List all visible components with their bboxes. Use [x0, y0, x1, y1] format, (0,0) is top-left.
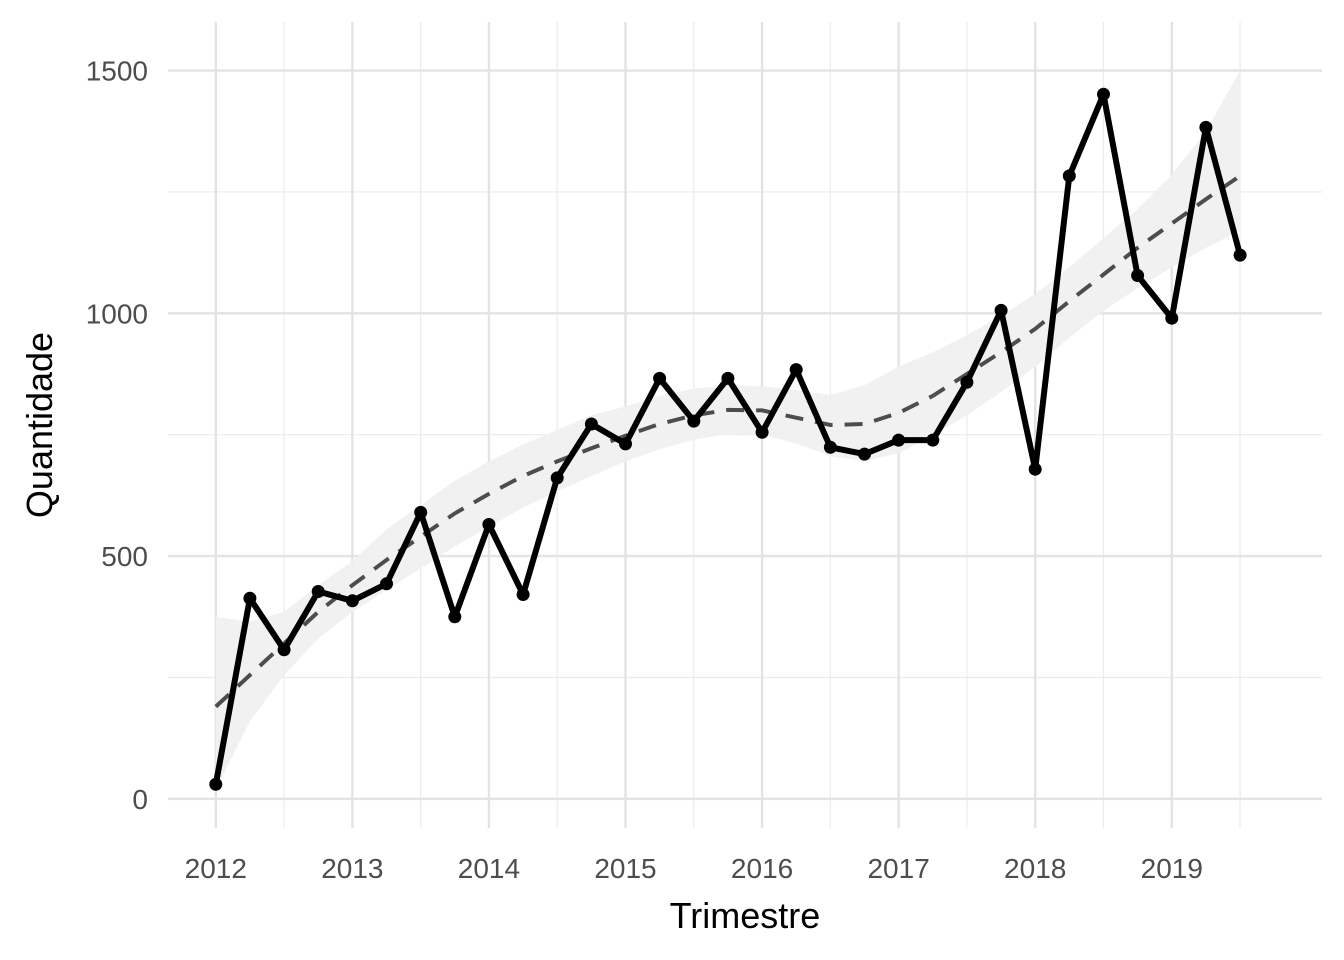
data-series-layer	[209, 87, 1247, 791]
grid-lines	[168, 22, 1322, 828]
x-tick-label: 2013	[321, 853, 383, 884]
data-point	[209, 777, 223, 791]
data-point	[823, 440, 837, 454]
data-point	[311, 585, 325, 598]
x-tick-label: 2015	[594, 853, 656, 884]
y-tick-label: 500	[101, 541, 148, 572]
data-point	[755, 425, 769, 439]
data-point	[243, 591, 257, 605]
data-point	[1028, 462, 1042, 476]
data-point	[858, 447, 871, 461]
y-tick-label: 1000	[86, 298, 148, 329]
data-point	[789, 363, 803, 377]
x-tick-label: 2014	[458, 853, 520, 884]
x-tick-label: 2019	[1141, 853, 1203, 884]
data-point	[994, 303, 1008, 317]
trend-line	[214, 174, 1242, 709]
data-point	[1199, 120, 1213, 134]
data-point	[448, 610, 462, 624]
data-point	[926, 433, 940, 447]
data-point	[721, 371, 735, 385]
data-point	[960, 375, 974, 389]
data-point	[1131, 269, 1145, 282]
y-tick-labels: 0 500 1000 1500	[86, 56, 148, 815]
data-point	[345, 594, 359, 608]
data-point	[1062, 169, 1076, 183]
series-line	[212, 91, 1243, 785]
data-point	[1165, 311, 1179, 325]
x-tick-labels: 2012 2013 2014 2015 2016 2017 2018 2019	[185, 853, 1203, 884]
confidence-band	[215, 70, 1241, 790]
y-tick-label: 1500	[86, 56, 148, 87]
y-axis-title: Quantidade	[19, 332, 60, 518]
x-tick-label: 2018	[1004, 853, 1066, 884]
data-point	[653, 371, 667, 385]
y-tick-label: 0	[132, 784, 148, 815]
data-point	[414, 505, 428, 519]
data-point	[277, 643, 291, 657]
data-point	[550, 471, 564, 485]
confidence-band-layer	[215, 70, 1241, 790]
data-point	[584, 417, 598, 431]
data-point	[1233, 248, 1247, 262]
data-point	[687, 414, 701, 428]
x-axis-title: Trimestre	[670, 895, 821, 936]
data-point	[1097, 87, 1110, 101]
x-tick-label: 2017	[867, 853, 929, 884]
data-point	[380, 577, 393, 591]
data-point	[619, 437, 632, 451]
x-tick-label: 2012	[185, 853, 247, 884]
data-point	[892, 433, 906, 447]
x-tick-label: 2016	[731, 853, 793, 884]
data-point	[482, 518, 496, 531]
data-point	[516, 588, 530, 601]
trend-line-layer	[214, 174, 1242, 709]
